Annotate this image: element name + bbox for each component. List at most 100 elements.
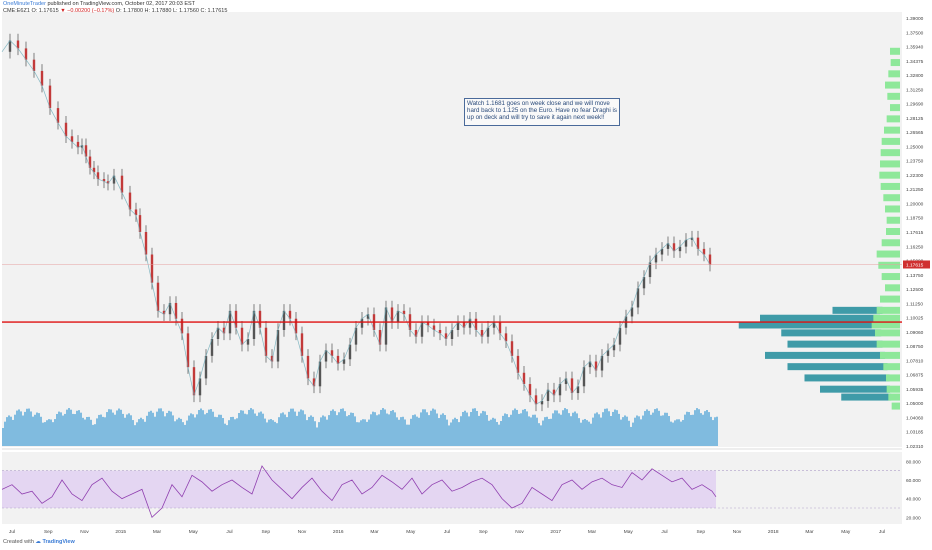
volume-bar <box>50 419 52 446</box>
volume-bar <box>484 411 486 446</box>
volume-bar <box>532 414 534 446</box>
volume-bar <box>528 416 530 446</box>
volume-bar <box>278 417 280 446</box>
volume-bar <box>490 419 492 446</box>
volume-bar <box>94 424 96 446</box>
volume-bar <box>620 419 622 446</box>
price-candle-body <box>120 175 124 193</box>
volume-bar <box>514 408 516 446</box>
volume-bar <box>16 410 18 446</box>
volume-bar <box>64 413 66 446</box>
tradingview-brand[interactable]: TradingView <box>42 539 75 545</box>
volume-bar <box>24 411 26 446</box>
volume-bar <box>350 412 352 446</box>
price-candle-body <box>564 378 568 385</box>
price-candle-body <box>600 355 604 371</box>
volume-profile-bar-up <box>885 81 900 89</box>
price-tick-label: 1.20000 <box>906 201 924 207</box>
price-tick-label: 1.02310 <box>906 444 924 450</box>
volume-bar <box>582 419 584 446</box>
volume-bar <box>298 411 300 446</box>
volume-bar <box>322 415 324 446</box>
volume-profile-bar-up <box>886 374 900 382</box>
chart-header-line2: CME:E6Z1 O: 1.17615 ▼ −0.00200 (−0.17%) … <box>3 8 227 15</box>
price-tick-label: 1.05935 <box>906 387 924 393</box>
price-tick-label: 1.03185 <box>906 430 924 436</box>
volume-bar <box>220 414 222 446</box>
volume-bar <box>246 414 248 446</box>
volume-bar <box>376 415 378 446</box>
price-candle-body <box>534 395 538 405</box>
volume-profile-bar-up <box>876 340 900 348</box>
volume-bar <box>602 412 604 446</box>
price-tick-label: 1.32800 <box>906 73 924 79</box>
volume-bar <box>56 413 58 446</box>
volume-bar <box>630 426 632 446</box>
volume-bar <box>312 416 314 446</box>
volume-bar <box>584 418 586 446</box>
volume-bar <box>398 419 400 446</box>
price-candle-body <box>84 145 88 157</box>
volume-bar <box>594 413 596 446</box>
price-candle-body <box>102 179 106 182</box>
volume-bar <box>450 422 452 446</box>
time-tick-label: May <box>189 529 199 535</box>
volume-profile-bar-up <box>875 329 900 337</box>
volume-bar <box>642 415 644 446</box>
price-candle-body <box>76 141 80 148</box>
volume-bar <box>486 414 488 446</box>
symbol-name[interactable]: CME:E6Z1 <box>3 8 30 14</box>
volume-bar <box>572 412 574 446</box>
volume-profile-bar-down <box>832 306 883 314</box>
volume-bar <box>264 418 266 446</box>
volume-bar <box>116 410 118 446</box>
price-candle-body <box>696 237 700 249</box>
footer: Created with ☁ TradingView <box>3 539 75 545</box>
volume-bar <box>104 417 106 446</box>
volume-bar <box>420 412 422 446</box>
volume-bar <box>444 415 446 446</box>
volume-bar <box>242 410 244 446</box>
price-tick-label: 1.39000 <box>906 16 924 22</box>
volume-bar <box>512 410 514 446</box>
volume-bar <box>80 412 82 446</box>
volume-profile-bar-up <box>890 59 900 67</box>
volume-bar <box>150 410 152 446</box>
volume-bar <box>28 408 30 446</box>
volume-bar <box>456 419 458 446</box>
volume-bar <box>706 410 708 446</box>
price-candle-body <box>40 70 44 86</box>
volume-profile-bar-up <box>876 250 900 258</box>
volume-bar <box>686 411 688 446</box>
volume-bar <box>316 427 318 446</box>
volume-bar <box>132 420 134 446</box>
price-candle-body <box>420 322 424 337</box>
volume-bar <box>86 416 88 446</box>
volume-bar <box>330 410 332 446</box>
support-line[interactable] <box>2 264 902 323</box>
price-candle-body <box>112 175 116 184</box>
volume-bar <box>384 409 386 446</box>
volume-bar <box>60 412 62 446</box>
volume-bar <box>638 416 640 446</box>
price-candle-body <box>450 329 454 339</box>
volume-bar <box>698 409 700 446</box>
volume-bar <box>656 408 658 446</box>
axes: 1.39000 1.37500 1.35940 1.34375 1.32800 1.312… <box>2 16 930 535</box>
volume-bar <box>230 417 232 446</box>
price-candle-body <box>540 400 544 405</box>
price-candle-body <box>80 145 84 148</box>
volume-bar <box>168 410 170 446</box>
volume-bar <box>614 409 616 446</box>
volume-bar <box>434 409 436 446</box>
volume-bar <box>174 421 176 446</box>
volume-bar <box>632 422 634 446</box>
volume-bar <box>92 424 94 446</box>
time-tick-label: 2016 <box>333 529 344 535</box>
volume-bar <box>48 419 50 446</box>
volume-bar <box>678 419 680 446</box>
annotation-box[interactable]: Watch 1.1681 goes on week close and we w… <box>464 98 620 126</box>
volume-bar <box>260 411 262 446</box>
time-tick-label: Nov <box>80 529 89 535</box>
author-link[interactable]: OneMinuteTrader <box>3 1 46 7</box>
